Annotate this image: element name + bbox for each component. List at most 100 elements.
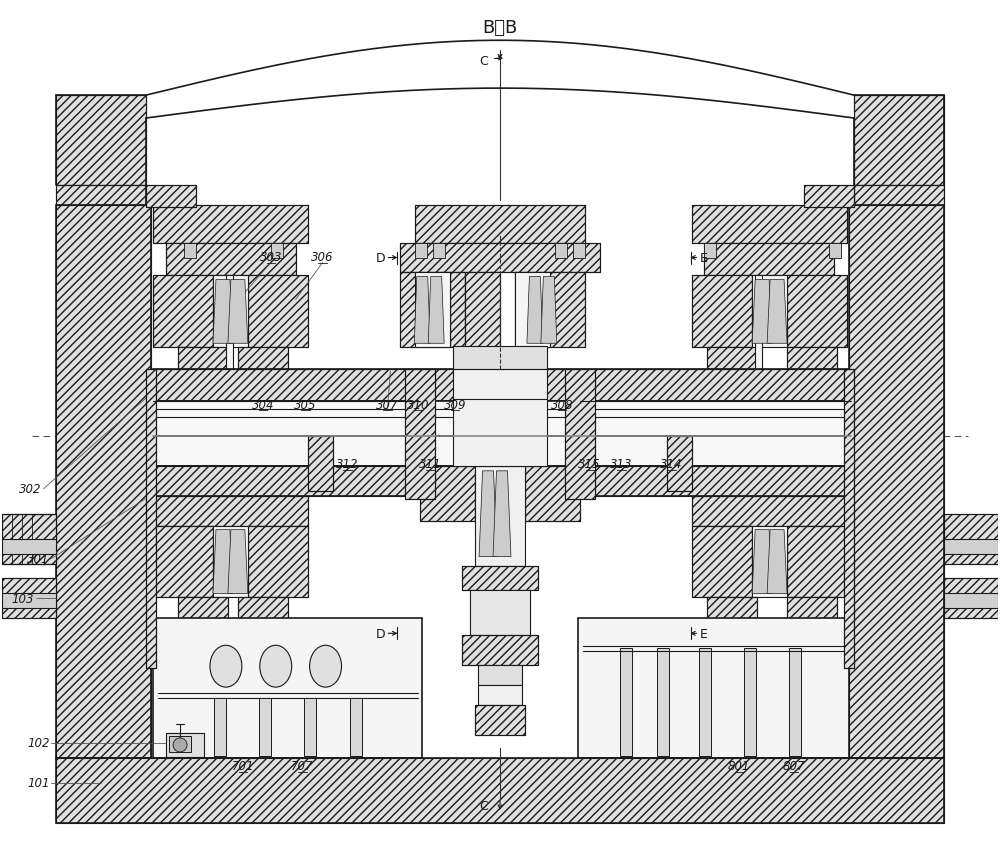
Bar [475,706,525,735]
Bar [405,370,435,499]
Bar [704,243,834,276]
Bar [304,698,316,756]
Bar [450,273,465,348]
Polygon shape [767,280,787,344]
Bar [465,348,500,368]
Bar [146,186,196,208]
Bar [308,436,333,491]
Bar [944,593,998,609]
Bar [787,348,837,370]
Text: 314: 314 [660,457,683,471]
Text: 306: 306 [311,251,334,263]
Bar [944,514,998,564]
Bar [667,436,692,491]
Bar [462,636,538,665]
Bar [169,736,191,752]
Bar [944,514,998,564]
Bar [146,370,156,668]
Bar [146,370,156,668]
Text: 102: 102 [27,737,49,749]
Bar [944,539,998,554]
Bar [692,526,752,598]
Bar [153,436,851,466]
Bar [787,348,837,370]
Bar [2,593,56,609]
Bar [153,466,851,496]
Bar [184,243,196,258]
Polygon shape [541,277,557,344]
Bar [854,96,944,186]
Bar [787,526,847,598]
Bar [153,205,308,243]
Bar [500,348,535,368]
Bar [804,186,854,208]
Polygon shape [228,280,248,344]
Bar [849,205,944,758]
Text: E: E [699,627,707,640]
Bar [515,273,535,348]
Text: 103: 103 [11,592,34,605]
Bar [692,205,847,243]
Bar [692,205,847,243]
Bar [704,243,834,276]
Bar [153,619,422,758]
Bar [178,348,228,370]
Circle shape [173,738,187,752]
Bar [226,276,233,370]
Bar [153,276,213,348]
Text: C: C [479,799,488,812]
Text: 303: 303 [260,251,282,263]
Text: 311: 311 [419,457,441,471]
Bar [752,526,787,598]
Bar [56,758,944,823]
Bar [2,514,56,564]
Bar [153,496,308,526]
Bar [692,496,847,526]
Text: 310: 310 [407,398,430,411]
Bar [2,579,56,619]
Bar [707,598,757,619]
Bar [944,579,998,619]
Bar [699,648,711,756]
Text: 801: 801 [728,760,750,772]
Bar [692,276,752,348]
Polygon shape [767,530,787,593]
Bar [2,539,56,554]
Polygon shape [527,277,543,344]
Text: 101: 101 [27,776,49,789]
Bar [238,598,288,619]
Bar [56,186,146,205]
Bar [453,370,547,466]
Bar [849,205,944,758]
Bar [789,648,801,756]
Bar [465,273,500,348]
Bar [462,565,538,591]
Bar [500,348,535,368]
Bar [787,598,837,619]
Bar [248,276,308,348]
Bar [153,496,308,526]
Bar [400,243,600,273]
Polygon shape [228,530,248,593]
Bar [214,698,226,756]
Text: 305: 305 [294,398,317,411]
Ellipse shape [210,646,242,687]
Bar [405,370,435,499]
Polygon shape [428,277,444,344]
Bar [844,370,854,668]
Bar [787,276,847,348]
Bar [415,205,585,243]
Bar [213,526,248,598]
Bar [755,276,762,370]
Bar [248,276,308,348]
Bar [854,186,944,205]
Bar [248,526,308,598]
Polygon shape [213,280,233,344]
Bar [153,370,851,402]
Bar [465,348,500,368]
Bar [166,243,296,276]
Bar [153,370,851,402]
Bar [308,436,333,491]
Bar [2,514,56,564]
Bar [535,273,585,348]
